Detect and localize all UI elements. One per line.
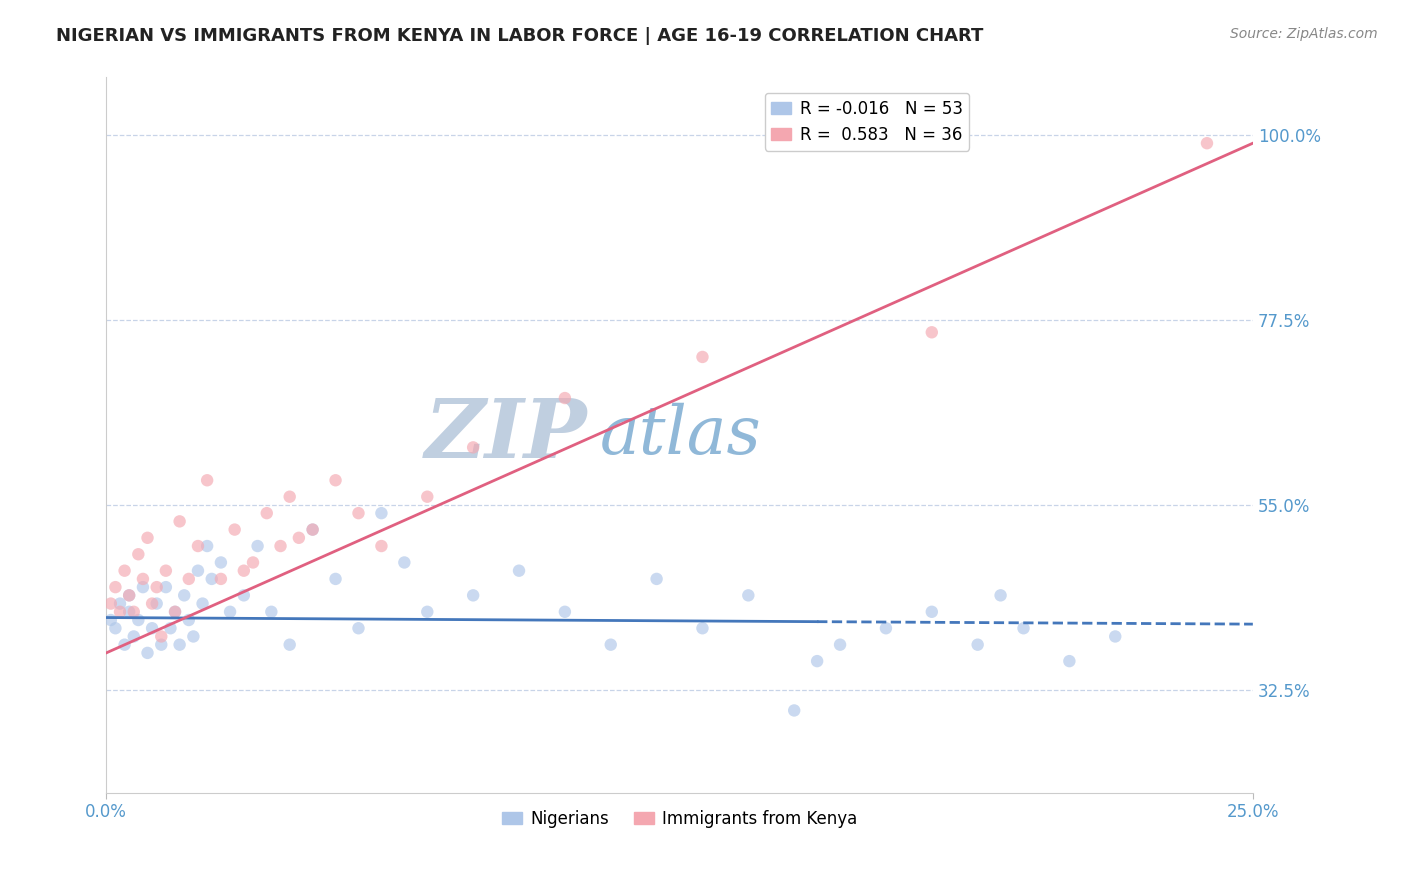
Point — [141, 621, 163, 635]
Point — [990, 588, 1012, 602]
Point — [737, 588, 759, 602]
Legend: Nigerians, Immigrants from Kenya: Nigerians, Immigrants from Kenya — [495, 803, 865, 834]
Point — [554, 391, 576, 405]
Point — [136, 646, 159, 660]
Point — [183, 630, 205, 644]
Point — [145, 580, 167, 594]
Point — [136, 531, 159, 545]
Text: atlas: atlas — [599, 402, 761, 467]
Point — [554, 605, 576, 619]
Point — [100, 613, 122, 627]
Point — [347, 621, 370, 635]
Point — [325, 473, 347, 487]
Point — [301, 523, 323, 537]
Point — [209, 572, 232, 586]
Point — [118, 588, 141, 602]
Point — [132, 572, 155, 586]
Point — [828, 638, 851, 652]
Point — [163, 605, 186, 619]
Point — [242, 556, 264, 570]
Point — [301, 523, 323, 537]
Point — [150, 638, 173, 652]
Point — [508, 564, 530, 578]
Point — [127, 547, 149, 561]
Text: Source: ZipAtlas.com: Source: ZipAtlas.com — [1230, 27, 1378, 41]
Point — [155, 564, 177, 578]
Point — [288, 531, 311, 545]
Point — [783, 703, 806, 717]
Point — [875, 621, 897, 635]
Point — [209, 556, 232, 570]
Point — [159, 621, 181, 635]
Point — [270, 539, 292, 553]
Point — [163, 605, 186, 619]
Point — [187, 539, 209, 553]
Point — [692, 350, 714, 364]
Point — [177, 572, 200, 586]
Point — [246, 539, 269, 553]
Point — [1012, 621, 1035, 635]
Point — [104, 580, 127, 594]
Point — [416, 490, 439, 504]
Point — [150, 630, 173, 644]
Point — [108, 605, 131, 619]
Point — [195, 473, 218, 487]
Point — [260, 605, 283, 619]
Point — [370, 539, 392, 553]
Point — [118, 605, 141, 619]
Point — [278, 638, 301, 652]
Point — [1059, 654, 1081, 668]
Point — [645, 572, 668, 586]
Point — [232, 564, 254, 578]
Point — [155, 580, 177, 594]
Point — [195, 539, 218, 553]
Point — [278, 490, 301, 504]
Point — [191, 597, 214, 611]
Point — [173, 588, 195, 602]
Point — [201, 572, 224, 586]
Point — [100, 597, 122, 611]
Point — [187, 564, 209, 578]
Point — [692, 621, 714, 635]
Point — [1104, 630, 1126, 644]
Point — [169, 638, 191, 652]
Point — [104, 621, 127, 635]
Point — [122, 630, 145, 644]
Point — [921, 605, 943, 619]
Point — [224, 523, 246, 537]
Point — [132, 580, 155, 594]
Point — [806, 654, 828, 668]
Point — [463, 441, 485, 455]
Point — [394, 556, 416, 570]
Point — [127, 613, 149, 627]
Text: NIGERIAN VS IMMIGRANTS FROM KENYA IN LABOR FORCE | AGE 16-19 CORRELATION CHART: NIGERIAN VS IMMIGRANTS FROM KENYA IN LAB… — [56, 27, 984, 45]
Point — [177, 613, 200, 627]
Point — [370, 506, 392, 520]
Point — [416, 605, 439, 619]
Point — [122, 605, 145, 619]
Point — [219, 605, 242, 619]
Point — [232, 588, 254, 602]
Point — [599, 638, 621, 652]
Point — [114, 564, 136, 578]
Point — [347, 506, 370, 520]
Point — [118, 588, 141, 602]
Point — [145, 597, 167, 611]
Point — [1195, 136, 1218, 151]
Point — [108, 597, 131, 611]
Point — [966, 638, 988, 652]
Point — [463, 588, 485, 602]
Text: ZIP: ZIP — [425, 395, 588, 475]
Point — [141, 597, 163, 611]
Point — [325, 572, 347, 586]
Point — [256, 506, 278, 520]
Point — [169, 514, 191, 528]
Point — [114, 638, 136, 652]
Point — [921, 326, 943, 340]
